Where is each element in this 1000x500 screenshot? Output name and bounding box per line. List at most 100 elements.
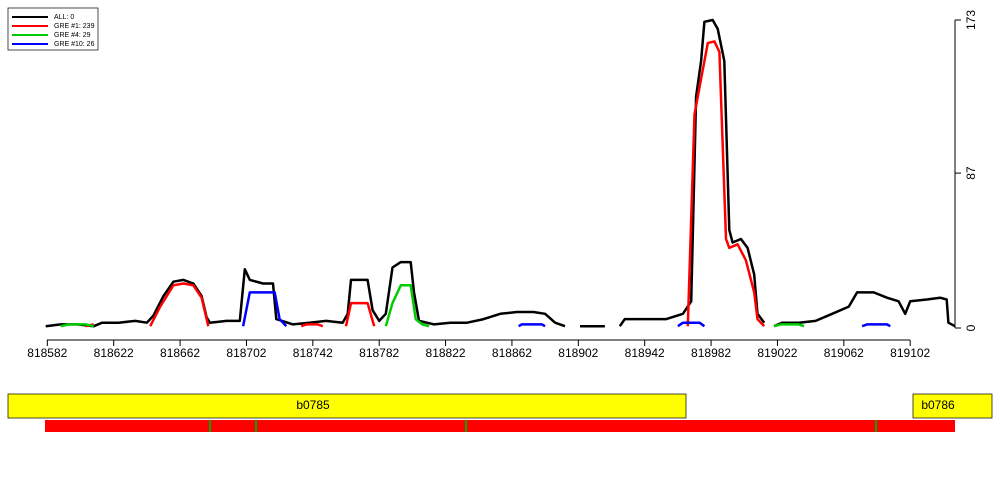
base	[495, 420, 497, 432]
base	[57, 420, 59, 432]
base	[723, 420, 725, 432]
base	[65, 420, 67, 432]
base	[609, 420, 611, 432]
base	[305, 420, 307, 432]
base	[893, 420, 895, 432]
base	[473, 420, 475, 432]
x-tick-label: 818942	[625, 346, 665, 360]
base	[831, 420, 833, 432]
base	[639, 420, 641, 432]
base	[877, 420, 879, 432]
base	[277, 420, 279, 432]
base	[459, 420, 461, 432]
base	[603, 420, 605, 432]
base	[807, 420, 809, 432]
base	[421, 420, 423, 432]
base	[457, 420, 459, 432]
base	[895, 420, 897, 432]
base	[147, 420, 149, 432]
base	[791, 420, 793, 432]
base	[513, 420, 515, 432]
base	[925, 420, 927, 432]
base	[429, 420, 431, 432]
base	[543, 420, 545, 432]
base	[435, 420, 437, 432]
x-tick-label: 818702	[226, 346, 266, 360]
series-line	[85, 40, 766, 328]
base	[121, 420, 123, 432]
base	[235, 420, 237, 432]
base	[483, 420, 485, 432]
base	[787, 420, 789, 432]
base	[839, 420, 841, 432]
base	[739, 420, 741, 432]
base	[857, 420, 859, 432]
base	[863, 420, 865, 432]
base	[59, 420, 61, 432]
base	[595, 420, 597, 432]
base	[815, 420, 817, 432]
base	[177, 420, 179, 432]
base	[475, 420, 477, 432]
base	[837, 420, 839, 432]
base	[189, 420, 191, 432]
base	[129, 420, 131, 432]
base	[573, 420, 575, 432]
base	[223, 420, 225, 432]
base	[335, 420, 337, 432]
base	[97, 420, 99, 432]
base	[465, 420, 467, 432]
base	[389, 420, 391, 432]
x-tick-label: 819022	[757, 346, 797, 360]
base	[313, 420, 315, 432]
base	[931, 420, 933, 432]
base	[441, 420, 443, 432]
base	[729, 420, 731, 432]
base	[947, 420, 949, 432]
base	[589, 420, 591, 432]
base	[561, 420, 563, 432]
base	[323, 420, 325, 432]
base	[803, 420, 805, 432]
base	[83, 420, 85, 432]
base	[85, 420, 87, 432]
base	[371, 420, 373, 432]
base	[585, 420, 587, 432]
base	[213, 420, 215, 432]
base	[449, 420, 451, 432]
base	[87, 420, 89, 432]
base	[659, 420, 661, 432]
base	[841, 420, 843, 432]
base	[453, 420, 455, 432]
base	[361, 420, 363, 432]
base	[663, 420, 665, 432]
base	[677, 420, 679, 432]
base	[135, 420, 137, 432]
base	[685, 420, 687, 432]
base	[75, 420, 77, 432]
base	[117, 420, 119, 432]
base	[781, 420, 783, 432]
base	[505, 420, 507, 432]
base	[683, 420, 685, 432]
base	[237, 420, 239, 432]
y-tick-label: 87	[964, 166, 978, 180]
x-tick-label: 819102	[890, 346, 930, 360]
base	[273, 420, 275, 432]
base	[599, 420, 601, 432]
series-line	[60, 284, 805, 328]
base	[109, 420, 111, 432]
base	[823, 420, 825, 432]
base	[247, 420, 249, 432]
base	[793, 420, 795, 432]
base	[275, 420, 277, 432]
base	[855, 420, 857, 432]
base	[665, 420, 667, 432]
base	[145, 420, 147, 432]
base	[215, 420, 217, 432]
base	[377, 420, 379, 432]
base	[161, 420, 163, 432]
base	[845, 420, 847, 432]
base	[67, 420, 69, 432]
